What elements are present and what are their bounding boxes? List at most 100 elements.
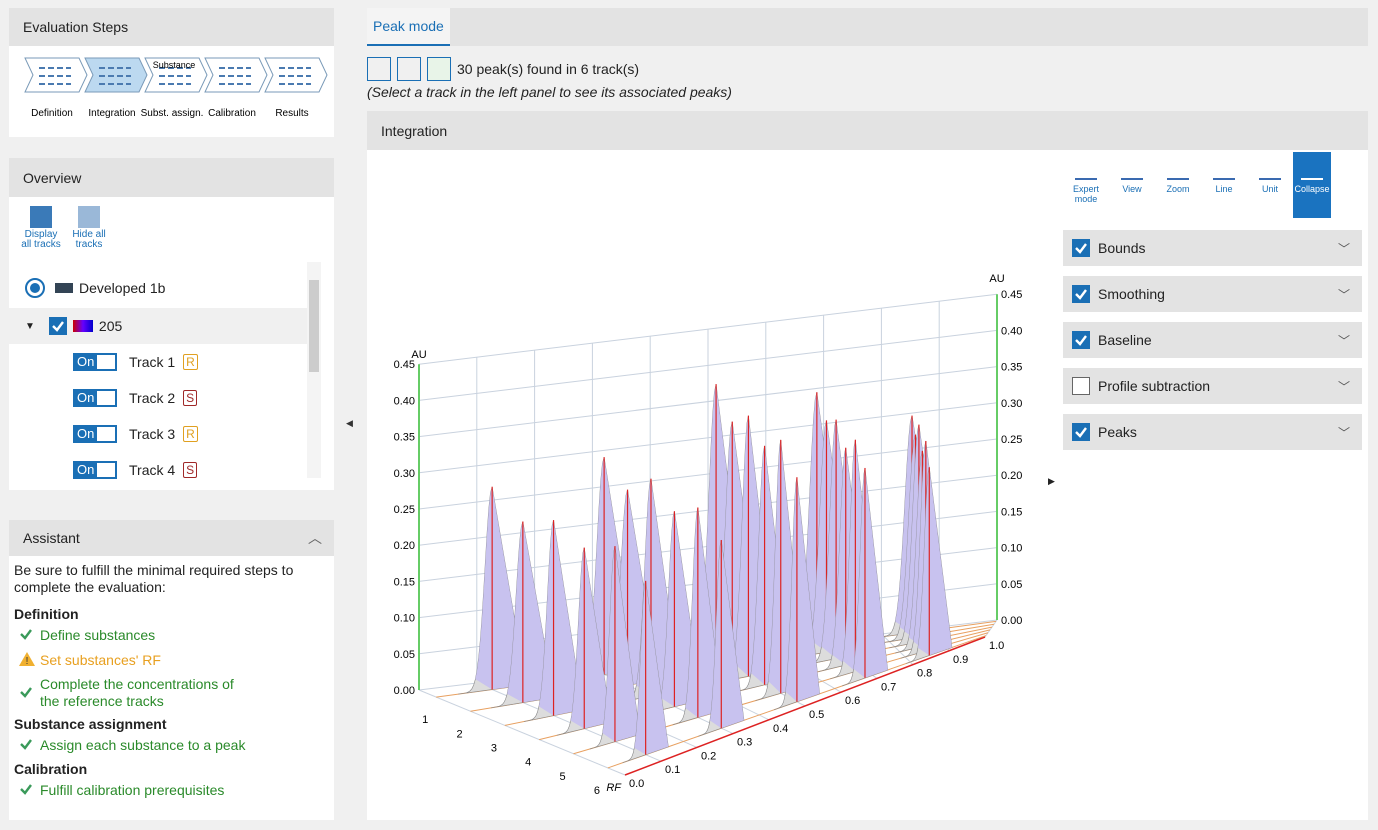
section-heading: Substance assignment [14,716,167,732]
expander[interactable]: ▼ [25,320,35,332]
toolbar-label: Collapse [1294,184,1330,194]
y-tick-label: 0.05 [394,649,415,661]
checkbox[interactable] [1072,423,1090,441]
option-panel[interactable]: Profile subtraction ﹀ [1063,368,1362,404]
toggle[interactable]: On [73,461,117,479]
toolbar-button[interactable]: View [1109,152,1155,218]
plate-icon [55,283,73,293]
expand-arrow[interactable]: ﹀ [1337,333,1350,348]
tree-row: On Track 4 S [9,452,307,482]
expand-arrow[interactable]: ﹀ [1337,425,1350,440]
icon-button[interactable] [367,57,391,81]
option-panel[interactable]: Bounds ﹀ [1063,230,1362,266]
y2-tick-label: 0.00 [1001,615,1022,627]
scrollbar[interactable] [307,262,321,478]
y-tick-label: 0.35 [394,432,415,444]
expand-arrow[interactable]: ﹀ [1337,287,1350,302]
splitter-arrow[interactable]: ◀ [346,418,353,428]
step-label: Integration [88,108,135,119]
tab[interactable]: Peak mode [367,8,450,46]
tab-bar: Peak mode [367,8,1368,46]
option-label: Profile subtraction [1098,378,1211,394]
rf-tick-label: 0.8 [917,668,932,680]
toggle[interactable]: On [73,353,117,371]
y2-tick-label: 0.45 [1001,289,1022,301]
peak-area [570,547,612,729]
peak-toolbar: 30 peak(s) found in 6 track(s) [367,57,639,81]
step-label: Definition [31,108,73,119]
check-icon [18,626,40,645]
checkbox[interactable] [48,317,67,335]
collapse-arrow[interactable]: ︿ [308,530,322,546]
scroll-thumb[interactable] [309,280,319,372]
step-label: Subst. assign. [141,108,204,119]
toolbar-button[interactable]: Expert mode [1063,152,1109,218]
grid-line [881,633,914,665]
evaluation-steps-panel: Evaluation Steps Definition Integration Su… [9,8,334,137]
overview-button[interactable]: Display all tracks [19,206,63,250]
toggle-label: On [75,463,97,477]
panel-title: Overview [23,169,82,186]
tree-row: Developed 1b [9,270,307,306]
peak-area [634,580,669,755]
option-label: Smoothing [1098,286,1165,302]
tree-row: On Track 2 S [9,380,307,416]
toolbar-icon [1259,158,1281,180]
toolbar-button[interactable]: Unit [1247,152,1293,218]
y2-tick-label: 0.05 [1001,579,1022,591]
item-text: Complete the concentrations of the refer… [40,676,234,709]
step-label: Calibration [208,108,256,119]
expand-arrow[interactable]: ﹀ [1337,379,1350,394]
checkbox[interactable] [1072,331,1090,349]
toolbar-icon [1301,158,1323,180]
check-icon [18,684,40,703]
section-heading: Calibration [14,761,88,777]
rf-tick-label: 0.4 [773,723,788,735]
checklist-item: Complete the concentrations of the refer… [18,676,329,710]
export-button[interactable] [427,57,451,81]
step-icon [84,57,148,93]
radio[interactable] [25,278,45,298]
track-tick-label: 2 [457,728,463,740]
overview-button[interactable]: Hide all tracks [67,206,111,250]
toolbar-button[interactable]: Zoom [1155,152,1201,218]
profile-3d-chart[interactable]: 0.000.000.050.050.100.100.150.150.200.20… [367,150,1047,820]
track-tick-label: 1 [422,714,428,726]
y2-tick-label: 0.15 [1001,506,1022,518]
toolbar-button[interactable]: Collapse [1293,152,1331,218]
checklist-item: Fulfill calibration prerequisites [18,781,329,800]
integration-header: Integration [367,111,1368,150]
steps-bar[interactable]: Definition Integration Subst. assign. Calib… [9,46,334,137]
rf-tick-label: 0.5 [809,709,824,721]
toolbar-button[interactable]: Line [1201,152,1247,218]
option-panel[interactable]: Baseline ﹀ [1063,322,1362,358]
toolbar-icon [1121,158,1143,180]
check-icon [18,781,40,800]
checkbox[interactable] [1072,285,1090,303]
overview-buttons: Display all tracks Hide all tracks [19,206,115,250]
rf-tick-label: 0.1 [665,764,680,776]
y-tick-label: 0.45 [394,359,415,371]
option-panel[interactable]: Peaks ﹀ [1063,414,1362,450]
checkbox[interactable] [1072,239,1090,257]
toggle[interactable]: On [73,425,117,443]
option-panel[interactable]: Smoothing ﹀ [1063,276,1362,312]
checklist-item: ! Set substances' RF [18,651,329,670]
toggle[interactable]: On [73,389,117,407]
checkbox[interactable] [1072,377,1090,395]
toggle-label: On [75,355,97,369]
y-tick-label: 0.25 [394,504,415,516]
track-name: Track 2 [129,390,176,406]
toggle-label: On [75,427,97,441]
icon-button[interactable] [397,57,421,81]
track-type: R [183,354,198,370]
tree-row: On Track 3 R [9,416,307,452]
assistant-body: Be sure to fulfill the minimal required … [9,556,334,812]
peak-area [538,520,583,716]
peak-hint: (Select a track in the left panel to see… [367,84,732,100]
expand-arrow[interactable]: ﹀ [1337,241,1350,256]
item-text: Fulfill calibration prerequisites [40,782,225,798]
peak-area [917,467,952,656]
splitter-arrow[interactable]: ▶ [1048,476,1055,486]
